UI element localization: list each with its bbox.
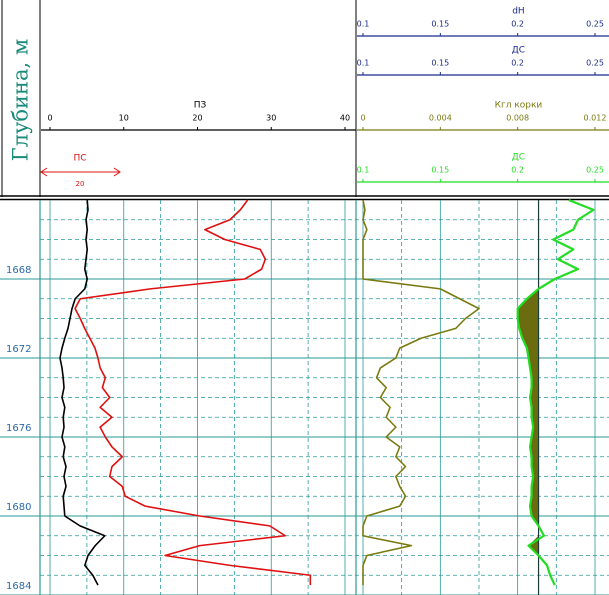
curve-name: ПЗ [194,101,207,111]
scale-label: 20 [76,180,85,188]
scale-tick-label: 0.15 [431,20,449,29]
scale-tick-label: 40 [340,114,350,123]
scale-tick-label: 0 [360,114,365,123]
scale-tick-label: 0.2 [511,166,524,175]
curve-name: Кгл корки [495,101,543,111]
scale-tick-label: 0.004 [429,114,452,123]
scale-tick-label: 0.1 [357,20,370,29]
curve-name: ПС [73,154,86,164]
scale-tick-label: 0.1 [357,59,370,68]
scale-tick-label: 0.2 [511,59,524,68]
scale-tick-label: 0.15 [431,166,449,175]
scale-tick-label: 20 [192,114,202,123]
scale-tick-label: 0.012 [584,114,607,123]
depth-tick-label: 1672 [6,344,31,355]
scale-tick-label: 0 [47,114,52,123]
log-curve [516,198,595,586]
scale-arrow [40,167,121,177]
depth-tick-label: 1668 [6,265,31,276]
log-curve [362,199,480,586]
depth-tick-label: 1676 [6,423,31,434]
depth-tick-label: 1684 [6,581,31,592]
depth-tick-label: 1680 [6,502,31,513]
log-curve [74,199,312,586]
scale-tick-label: 0.008 [506,114,529,123]
scale-tick-label: 0.25 [586,166,604,175]
scale-tick-label: 0.25 [586,20,604,29]
curve-name: ДС [512,46,525,56]
scale-tick-label: 0.2 [511,20,524,29]
scale-tick-label: 10 [119,114,129,123]
log-curve [59,199,106,586]
scale-tick-label: 30 [266,114,276,123]
scale-tick-label: 0.15 [431,59,449,68]
cake-fill [517,200,539,586]
curve-name: ДС [512,153,525,163]
curve-name: dH [512,7,524,17]
scale-tick-label: 0.25 [586,59,604,68]
scale-tick-label: 0.1 [357,166,370,175]
depth-label: Глубина, м [9,39,33,161]
